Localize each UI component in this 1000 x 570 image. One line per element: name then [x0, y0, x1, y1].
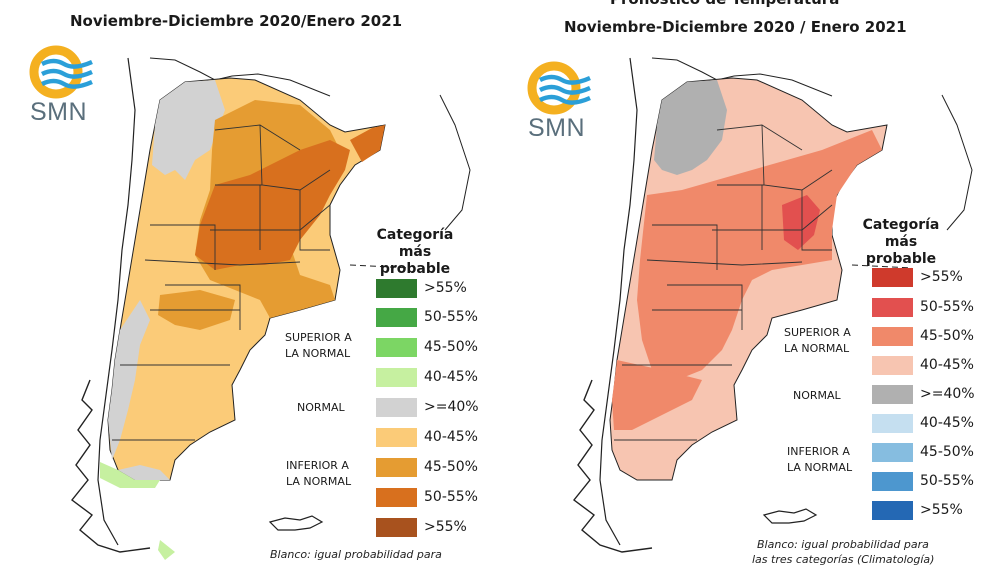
normal-category-region — [118, 465, 170, 480]
smn-sun-icon — [527, 61, 591, 115]
legend-group-line: LA NORMAL — [286, 475, 352, 488]
legend-label: >55% — [424, 280, 467, 296]
chile-coastline — [97, 57, 136, 546]
logo-label: SMN — [30, 98, 88, 126]
legend-label: 45-50% — [424, 339, 478, 355]
smn-sun-icon — [29, 45, 93, 99]
legend-title: Categoría más probable — [846, 217, 956, 268]
legend-group-line: SUPERIOR A — [784, 326, 851, 339]
legend-label: 50-55% — [920, 473, 974, 489]
legend-swatch — [376, 428, 417, 447]
map-title-cut: Pronóstico de Temperatura — [610, 0, 839, 8]
legend-swatch — [872, 501, 913, 520]
smn-logo: SMN — [522, 56, 602, 146]
legend-swatch — [376, 488, 417, 507]
legend-group-normal: NORMAL — [793, 389, 841, 402]
legend-swatch — [376, 398, 417, 417]
legend-group-line: SUPERIOR A — [285, 331, 352, 344]
legend-label: >=40% — [424, 399, 479, 415]
northern-border — [651, 57, 833, 97]
normal-category-region — [152, 80, 225, 180]
legend-group-superior: SUPERIOR A LA NORMAL — [285, 330, 352, 362]
legend-swatch — [376, 338, 417, 357]
temperature-outlook-panel: Pronóstico de Temperatura Noviembre-Dici… — [502, 0, 1000, 570]
temp-50-55-region — [782, 195, 820, 250]
precip-50-55-region — [195, 140, 350, 270]
legend-swatch — [376, 308, 417, 327]
legend-title: Categoría más probable — [360, 227, 470, 278]
malvinas-islands — [268, 515, 324, 531]
legend-label: 50-55% — [424, 489, 478, 505]
legend-label: 40-45% — [920, 357, 974, 373]
legend-swatch — [872, 327, 913, 346]
temperature-outlook-map — [573, 57, 973, 553]
legend-swatch — [872, 443, 913, 462]
logo-label: SMN — [528, 114, 586, 142]
map-title: Noviembre-Diciembre 2020/Enero 2021 — [70, 12, 403, 30]
province-borders — [112, 124, 331, 441]
legend-label: >55% — [424, 519, 467, 535]
legend-swatch — [872, 268, 913, 287]
legend-swatch — [376, 368, 417, 387]
legend-group-line: LA NORMAL — [784, 342, 850, 355]
normal-category-region — [108, 300, 150, 460]
malvinas-islands — [762, 508, 818, 524]
legend-group-superior: SUPERIOR A LA NORMAL — [784, 325, 851, 357]
legend-label: 45-50% — [920, 328, 974, 344]
legend-title-line: probable — [865, 251, 937, 267]
legend-note: Blanco: igual probabilidad para — [270, 548, 442, 561]
legend-label: 40-45% — [424, 429, 478, 445]
legend-label: 50-55% — [424, 309, 478, 325]
legend-group-line: LA NORMAL — [285, 347, 351, 360]
legend-title-line: Categoría más — [376, 227, 454, 260]
legend-swatch — [872, 356, 913, 375]
precip-40-45-above-region — [158, 540, 175, 560]
legend-note-2: las tres categorías (Climatología) — [752, 553, 935, 566]
temp-45-50-region — [637, 130, 882, 380]
legend-group-inferior: INFERIOR A LA NORMAL — [286, 458, 351, 490]
legend-group-inferior: INFERIOR A LA NORMAL — [787, 444, 852, 476]
legend-group-normal: NORMAL — [297, 401, 345, 414]
legend-label: 40-45% — [424, 369, 478, 385]
temp-45-50-region — [612, 360, 702, 430]
legend-label: 45-50% — [920, 444, 974, 460]
legend-title-line: Categoría más — [862, 217, 940, 250]
legend-note: Blanco: igual probabilidad para — [757, 538, 929, 551]
legend-group-line: LA NORMAL — [787, 461, 853, 474]
maritime-limit — [851, 264, 913, 269]
legend-group-line: INFERIOR A — [787, 445, 850, 458]
legend-swatch — [872, 298, 913, 317]
legend-swatch — [872, 385, 913, 404]
legend-label: >55% — [920, 269, 963, 285]
legend-label: >55% — [920, 502, 963, 518]
precipitation-outlook-map — [71, 57, 471, 560]
map-title: Noviembre-Diciembre 2020 / Enero 2021 — [564, 18, 907, 36]
precipitation-outlook-panel: Noviembre-Diciembre 2020/Enero 2021 SMN … — [0, 0, 498, 570]
brazil-coast — [941, 94, 973, 231]
legend-swatch — [872, 414, 913, 433]
legend-group-line: INFERIOR A — [286, 459, 349, 472]
maritime-limit — [349, 264, 411, 269]
chile-coastline — [599, 57, 638, 546]
precip-50-55-region — [350, 125, 385, 162]
legend-label: 40-45% — [920, 415, 974, 431]
legend-swatch — [376, 279, 417, 298]
northern-border — [149, 57, 331, 97]
chile-fjords — [573, 379, 653, 553]
legend-swatch — [376, 458, 417, 477]
smn-logo: SMN — [24, 40, 104, 130]
legend-swatch — [872, 472, 913, 491]
legend-label: 45-50% — [424, 459, 478, 475]
province-borders — [614, 124, 833, 441]
chile-fjords — [71, 379, 151, 553]
legend-label: 50-55% — [920, 299, 974, 315]
legend-swatch — [376, 518, 417, 537]
legend-title-line: probable — [379, 261, 451, 277]
brazil-coast — [439, 94, 471, 231]
normal-category-region — [654, 80, 727, 175]
legend-label: >=40% — [920, 386, 975, 402]
precip-40-45-above-region — [100, 462, 160, 488]
